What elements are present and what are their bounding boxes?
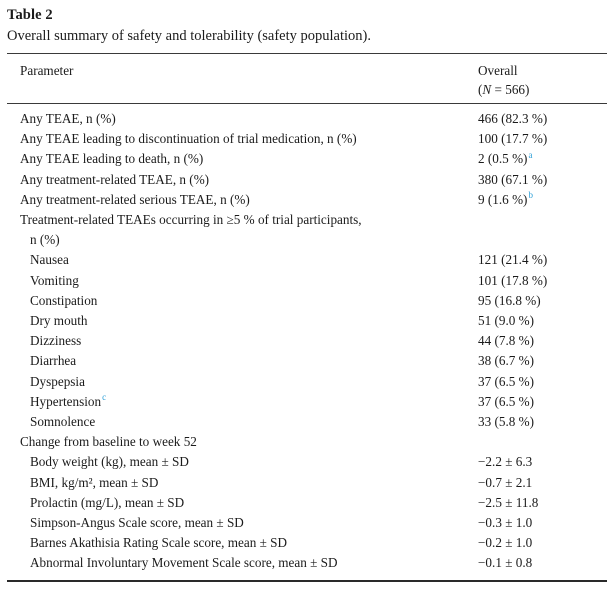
table-row: Any TEAE, n (%) 466 (82.3 %) [7, 109, 607, 129]
row-parameter-label: Any treatment-related serious TEAE, n (%… [20, 191, 250, 207]
row-parameter-label: Nausea [30, 252, 69, 268]
table-caption: Overall summary of safety and tolerabili… [7, 28, 372, 44]
row-overall-value: 95 (16.8 %) [478, 292, 541, 308]
table-row: Diarrhea 38 (6.7 %) [7, 351, 607, 371]
table-row: Simpson-Angus Scale score, mean ± SD −0.3… [7, 513, 607, 533]
row-overall-value: 38 (6.7 %) [478, 353, 535, 369]
table-row: Any treatment-related TEAE, n (%) 380 (67… [7, 170, 607, 190]
column-header-overall: Overall (N = 566) [478, 61, 607, 99]
row-parameter-label: BMI, kg/m², mean ± SD [30, 474, 159, 490]
row-parameter-label: Any TEAE, n (%) [20, 111, 116, 126]
row-parameter-label: Somnolence [30, 414, 96, 430]
table-row: Prolactin (mg/L), mean ± SD −2.5 ± 11.8 [7, 493, 607, 513]
table-row: Constipation 95 (16.8 %) [7, 291, 607, 311]
row-overall-value: −2.2 ± 6.3 [478, 454, 533, 470]
table-row: BMI, kg/m², mean ± SD −0.7 ± 2.1 [7, 473, 607, 493]
table-row: Abnormal Involuntary Movement Scale scor… [7, 553, 607, 573]
row-parameter-label: Body weight (kg), mean ± SD [30, 454, 189, 470]
row-overall-value: −0.2 ± 1.0 [478, 535, 533, 551]
row-parameter-label: n (%) [30, 232, 60, 248]
row-parameter-label: Dizziness [30, 333, 82, 349]
table-row: Vomiting 101 (17.8 %) [7, 271, 607, 291]
table-row: Barnes Akathisia Rating Scale score, mea… [7, 533, 607, 553]
row-overall-value: 121 (21.4 %) [478, 252, 548, 268]
table-row: Hypertensionc 37 (6.5 %) [7, 392, 607, 412]
row-parameter-label: Simpson-Angus Scale score, mean ± SD [30, 515, 244, 531]
row-overall-value: −0.7 ± 2.1 [478, 474, 533, 490]
row-parameter-label: Prolactin (mg/L), mean ± SD [30, 494, 185, 510]
row-overall-value: 466 (82.3 %) [478, 111, 548, 126]
table-row: Body weight (kg), mean ± SD −2.2 ± 6.3 [7, 452, 607, 472]
column-header-overall-line2: (N = 566) [478, 82, 530, 97]
row-overall-value: 51 (9.0 %) [478, 313, 535, 329]
row-overall-value: 37 (6.5 %) [478, 393, 535, 409]
row-parameter-label: Any TEAE leading to discontinuation of t… [20, 131, 357, 147]
row-parameter-label: Dry mouth [30, 313, 88, 329]
column-header-overall-line1: Overall [478, 63, 518, 78]
table-header-row: Parameter Overall (N = 566) [7, 54, 607, 104]
table-row: Treatment-related TEAEs occurring in ≥5 … [7, 210, 607, 230]
row-overall-value: 380 (67.1 %) [478, 171, 548, 187]
row-overall-value: 37 (6.5 %) [478, 373, 535, 389]
table-row: Somnolence 33 (5.8 %) [7, 412, 607, 432]
table-row: Nausea 121 (21.4 %) [7, 250, 607, 270]
row-parameter-label: Change from baseline to week 52 [20, 434, 197, 450]
footnote-marker-c[interactable]: c [102, 392, 107, 403]
row-overall-value: 101 (17.8 %) [478, 272, 548, 288]
safety-summary-table: Parameter Overall (N = 566) Any TEAE, n … [7, 53, 607, 582]
row-overall-value: −0.1 ± 0.8 [478, 555, 533, 571]
table-title: Table 2 [7, 7, 53, 23]
table-row: n (%) [7, 230, 607, 250]
row-parameter-label: Any treatment-related TEAE, n (%) [20, 171, 210, 187]
table-row: Change from baseline to week 52 [7, 432, 607, 452]
row-parameter-label: Vomiting [30, 272, 79, 288]
row-overall-value: 44 (7.8 %) [478, 333, 535, 349]
table-row: Dyspepsia 37 (6.5 %) [7, 372, 607, 392]
table-body: Any TEAE, n (%) 466 (82.3 %) Any TEAE lead… [7, 104, 607, 580]
table-row: Any TEAE leading to death, n (%) 2 (0.5 %… [7, 149, 607, 169]
row-parameter-label: Diarrhea [30, 353, 77, 369]
row-parameter-label: Treatment-related TEAEs occurring in ≥5 … [20, 212, 362, 228]
row-parameter-label: Any TEAE leading to death, n (%) [20, 151, 204, 167]
column-header-parameter: Parameter [20, 63, 74, 78]
table-row: Dry mouth 51 (9.0 %) [7, 311, 607, 331]
table-row: Any treatment-related serious TEAE, n (%… [7, 190, 607, 210]
row-parameter-label: Barnes Akathisia Rating Scale score, mea… [30, 535, 288, 551]
row-parameter-label: Abnormal Involuntary Movement Scale scor… [30, 555, 338, 571]
row-overall-value: 2 (0.5 %)a [478, 150, 533, 167]
row-overall-value: −2.5 ± 11.8 [478, 494, 539, 510]
row-overall-value: 100 (17.7 %) [478, 131, 548, 147]
table-row: Dizziness 44 (7.8 %) [7, 331, 607, 351]
footnote-marker-a[interactable]: a [528, 150, 533, 161]
row-overall-value: 9 (1.6 %)b [478, 190, 533, 207]
footnote-marker-b[interactable]: b [528, 190, 533, 201]
row-parameter-label: Hypertensionc [30, 392, 107, 409]
row-parameter-label: Constipation [30, 292, 98, 308]
table-row: Any TEAE leading to discontinuation of t… [7, 129, 607, 149]
row-overall-value: −0.3 ± 1.0 [478, 515, 533, 531]
row-parameter-label: Dyspepsia [30, 373, 85, 389]
row-overall-value: 33 (5.8 %) [478, 414, 535, 430]
n-symbol: N [482, 82, 492, 97]
